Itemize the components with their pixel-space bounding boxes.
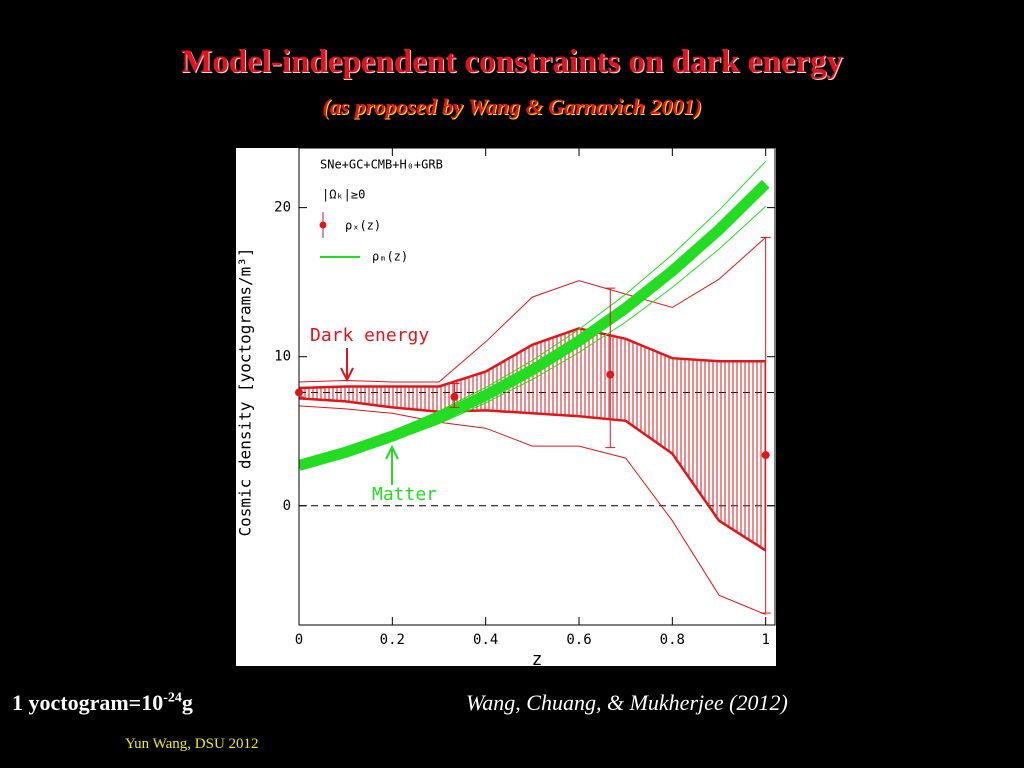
- legend-text: |Ωₖ|≥0: [322, 188, 365, 202]
- y-axis-label: Cosmic density [yoctograms/m³]: [236, 248, 255, 537]
- legend-text: SNe+GC+CMB+H₀+GRB: [320, 158, 443, 172]
- note-text: 1 yoctogram=10: [12, 690, 164, 715]
- annotation: Matter: [372, 484, 437, 505]
- note-text: g: [181, 690, 193, 715]
- footer: Yun Wang, DSU 2012: [125, 736, 259, 752]
- annotation: Dark energy: [310, 325, 429, 346]
- plot-frame: [298, 147, 776, 626]
- legend-symbol: [319, 221, 327, 229]
- legend-label: ρₘ(z): [372, 250, 408, 264]
- x-axis-label: z: [532, 649, 543, 670]
- band-edge: [299, 327, 766, 390]
- x-tick-label: 0.4: [473, 632, 498, 648]
- band-edge: [299, 397, 767, 552]
- y-tick-label: 10: [274, 349, 291, 365]
- annotation-arrow: [340, 348, 354, 383]
- note-exponent: -24: [163, 690, 182, 706]
- x-tick-label: 1: [761, 632, 769, 648]
- citation: Wang, Chuang, & Mukherjee (2012): [466, 690, 788, 715]
- matter-bound: [299, 160, 767, 464]
- y-tick-label: 20: [274, 200, 291, 216]
- band-edge: [299, 237, 767, 383]
- x-tick-label: 0.2: [380, 632, 405, 648]
- band-hatch: [299, 328, 766, 551]
- data-point: [450, 392, 459, 401]
- legend-label: ρₓ(z): [345, 219, 381, 233]
- unit-note: 1 yoctogram=10-24g: [12, 690, 193, 716]
- band-edge: [299, 405, 766, 616]
- data-point: [295, 388, 303, 397]
- x-tick-label: 0.8: [660, 632, 685, 648]
- y-tick-label: 0: [283, 498, 291, 514]
- matter-band: [299, 179, 770, 471]
- slide-title: Model-independent constraints on dark en…: [181, 44, 843, 80]
- x-tick-label: 0: [295, 632, 303, 648]
- slide-subtitle: (as proposed by Wang & Garnavich 2001): [322, 94, 702, 119]
- data-point: [761, 451, 770, 460]
- matter-bound: [299, 205, 767, 469]
- annotation-arrow: [385, 444, 399, 485]
- x-tick-label: 0.6: [566, 632, 591, 648]
- data-point: [606, 370, 615, 379]
- plot-area: [299, 160, 775, 616]
